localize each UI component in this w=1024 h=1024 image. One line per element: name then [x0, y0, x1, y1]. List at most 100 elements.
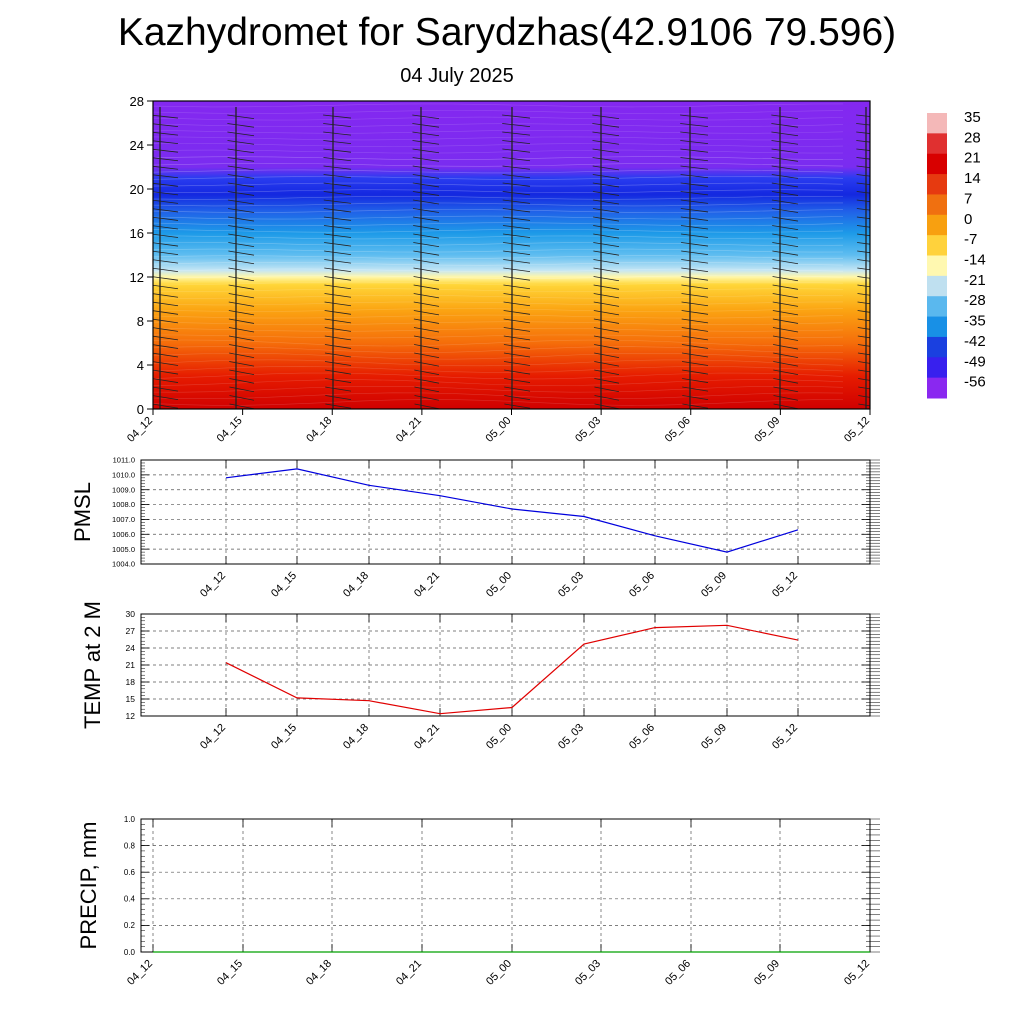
wind-barb	[771, 148, 799, 154]
wind-barb	[856, 191, 870, 194]
wind-barb	[229, 344, 255, 350]
panel-frame	[140, 818, 871, 953]
y-tick-label: 0.6	[124, 868, 136, 877]
wind-barb	[680, 199, 709, 204]
wind-barb	[227, 199, 255, 205]
colorbar: 35 28 21 14 7 0 -7 -14 -21 -28 -35 -42 -49 -56	[927, 109, 986, 399]
wind-barb	[504, 395, 531, 401]
wind-barb	[857, 352, 870, 356]
colorbar-segment	[927, 235, 947, 256]
wind-barb	[228, 318, 255, 324]
wind-barb	[324, 276, 352, 281]
wind-barb	[153, 233, 179, 238]
wind-barb	[503, 267, 531, 273]
contour-line	[153, 110, 844, 114]
contour-line	[153, 169, 844, 174]
wind-barb	[594, 403, 620, 409]
wind-barb-column	[592, 107, 620, 409]
wind-barb	[323, 182, 352, 187]
contour-line	[153, 195, 844, 200]
wind-barb	[773, 403, 799, 409]
wind-barb	[153, 284, 179, 290]
wind-barb	[413, 318, 440, 324]
colorbar-label: 28	[964, 129, 981, 146]
colorbar-segment	[927, 316, 947, 338]
wind-barb	[504, 369, 531, 375]
wind-barb	[228, 250, 255, 256]
wind-barb	[414, 378, 440, 384]
y-tick-label: 21	[126, 660, 136, 670]
contour-line	[153, 116, 844, 121]
y-tick-label: 1.0	[124, 815, 136, 824]
colorbar-label: -56	[964, 374, 986, 391]
wind-barb	[413, 310, 440, 316]
x-tick-label: 04_12	[198, 722, 228, 752]
wind-barb	[592, 123, 620, 128]
wind-barb	[680, 233, 709, 238]
wind-barb	[503, 242, 531, 247]
wind-barb	[592, 157, 620, 162]
wind-barb	[413, 276, 440, 282]
series-line	[225, 468, 799, 553]
wind-barb	[323, 123, 352, 127]
contour-line	[153, 222, 844, 227]
y-tick-label: 1008.0	[112, 500, 135, 509]
contour-line	[153, 366, 844, 373]
wind-barb	[772, 216, 799, 222]
contour-line	[153, 209, 844, 213]
wind-barb	[857, 310, 870, 313]
y-tick-label: 18	[126, 677, 136, 687]
wind-barb	[412, 140, 440, 145]
contour-line	[153, 321, 844, 326]
x-tick-label: 04_15	[215, 958, 245, 988]
wind-barb	[323, 233, 352, 238]
wind-barb	[681, 361, 709, 366]
wind-barb	[153, 242, 179, 247]
contour-line	[153, 189, 844, 194]
wind-barb	[324, 318, 352, 324]
contour-line	[153, 372, 844, 380]
y-tick-label: 1011.0	[113, 456, 135, 465]
wind-barb	[502, 114, 531, 119]
colorbar-segment	[927, 336, 947, 358]
wind-barb	[324, 259, 352, 264]
x-tick-label: 05_00	[484, 570, 514, 600]
wind-barb	[772, 242, 799, 248]
wind-barb	[502, 216, 531, 221]
wind-barb	[594, 369, 620, 376]
y-tick-label: 1010.0	[112, 470, 135, 479]
wind-barb	[856, 174, 870, 177]
colorbar-segment	[927, 296, 947, 318]
wind-barb	[682, 386, 709, 392]
wind-barb	[412, 208, 440, 213]
wind-barb	[324, 250, 352, 255]
wind-barb	[413, 267, 440, 273]
wind-barb	[413, 284, 440, 290]
wind-barb	[412, 123, 440, 128]
contour-line	[153, 215, 844, 220]
colorbar-segment	[927, 214, 947, 236]
x-tick-label: 05_06	[627, 570, 657, 600]
wind-barb	[324, 284, 352, 290]
wind-barb	[503, 327, 531, 332]
wind-barb	[153, 403, 179, 409]
wind-barb	[229, 352, 255, 358]
contour-line	[153, 339, 844, 347]
wind-barb	[772, 233, 799, 239]
x-tick-label: 05_09	[752, 958, 782, 988]
wind-barb	[227, 191, 255, 196]
wind-barb	[857, 361, 870, 364]
wind-barb	[228, 267, 255, 273]
colorbar-label: 35	[964, 109, 981, 126]
wind-barb	[857, 344, 870, 347]
wind-barb	[593, 318, 620, 324]
wind-barb	[228, 276, 255, 282]
wind-barb	[680, 140, 709, 145]
wind-barb-column	[153, 107, 179, 409]
contour-lines	[153, 103, 844, 406]
wind-barb	[324, 267, 352, 273]
y-tick-label: 24	[130, 138, 144, 153]
wind-barb	[857, 335, 870, 339]
wind-barb	[856, 182, 870, 186]
wind-barb	[593, 267, 620, 273]
